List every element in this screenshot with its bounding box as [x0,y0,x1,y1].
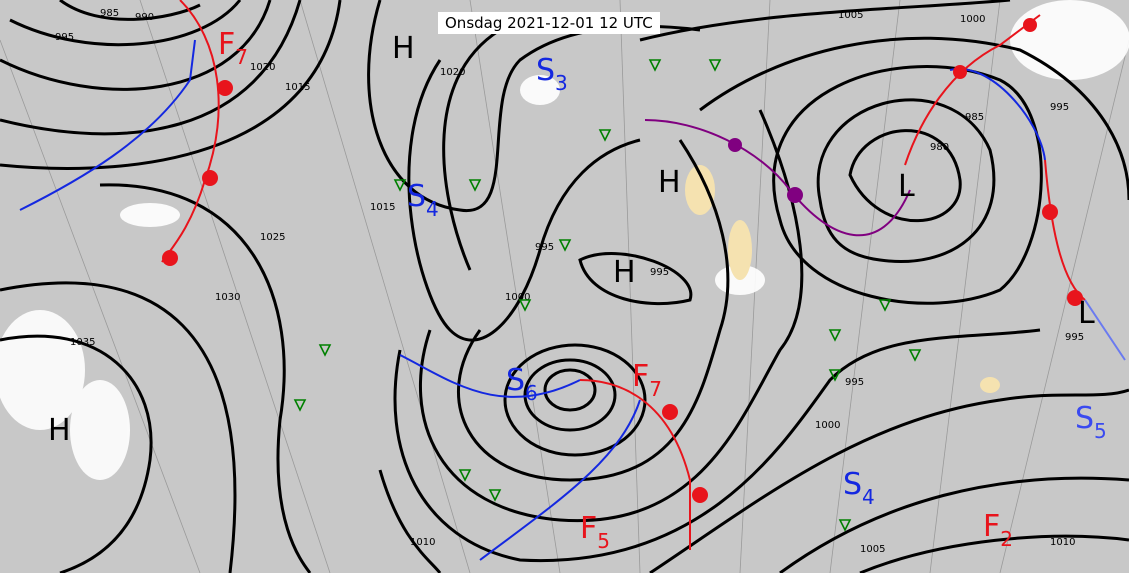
fronts [19,0,1126,561]
wind-label: F7 [218,27,248,69]
svg-text:985: 985 [965,112,984,123]
svg-text:995: 995 [650,267,669,278]
svg-text:980: 980 [930,142,949,153]
svg-text:995: 995 [1065,332,1084,343]
low-pressure-label: L [898,169,915,204]
high-pressure-label: H [658,165,681,200]
svg-text:1000: 1000 [960,14,985,25]
wind-label: F7 [632,359,662,401]
wind-label: S6 [506,363,538,405]
wind-label: S3 [536,53,568,95]
land-highlight [685,165,1000,393]
svg-text:1020: 1020 [440,67,465,78]
high-pressure-label: H [48,413,71,448]
high-pressure-label: H [392,31,415,66]
svg-text:1015: 1015 [285,82,310,93]
svg-text:1020: 1020 [250,62,275,73]
wind-label: F5 [580,511,610,553]
svg-text:1025: 1025 [260,232,285,243]
wind-label: S5 [1075,401,1107,443]
svg-text:990: 990 [135,12,154,23]
warm-front [579,379,691,550]
map-title: Onsdag 2021-12-01 12 UTC [438,12,660,34]
isobar-labels: 985 990 995 1015 1020 1025 1030 1035 102… [55,8,1084,555]
svg-text:1010: 1010 [410,537,435,548]
wind-label: F2 [983,509,1013,551]
svg-text:1030: 1030 [215,292,240,303]
svg-text:995: 995 [55,32,74,43]
svg-text:1005: 1005 [838,10,863,21]
svg-text:1010: 1010 [1050,537,1075,548]
svg-text:1005: 1005 [860,544,885,555]
svg-text:995: 995 [1050,102,1069,113]
svg-text:1000: 1000 [815,420,840,431]
low-pressure-label: L [1078,296,1095,331]
svg-text:1000: 1000 [505,292,530,303]
wind-label: S4 [843,467,875,509]
cold-front [19,39,196,211]
high-pressure-label: H [613,255,636,290]
svg-text:995: 995 [535,242,554,253]
cold-front [479,399,641,561]
warm-front [161,0,220,263]
wind-label: S4 [407,179,439,221]
cold-front [1084,299,1126,361]
cold-front [399,354,581,398]
warm-front [904,14,1041,166]
precipitation [293,59,922,532]
svg-text:995: 995 [845,377,864,388]
svg-text:985: 985 [100,8,119,19]
svg-text:1035: 1035 [70,337,95,348]
svg-text:1015: 1015 [370,202,395,213]
